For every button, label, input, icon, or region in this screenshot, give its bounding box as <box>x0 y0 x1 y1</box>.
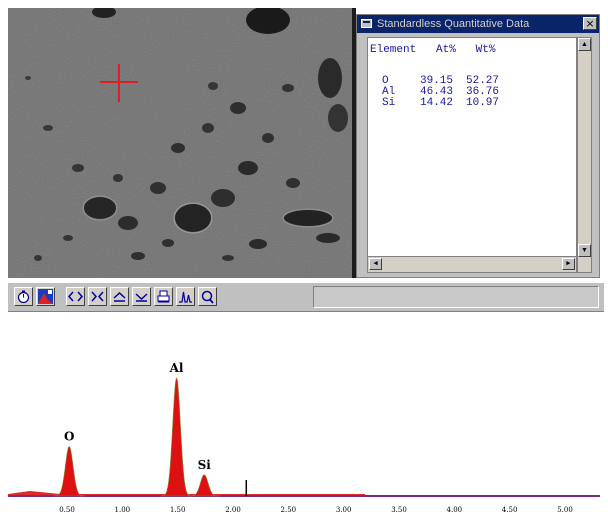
table-row: O 39.15 52.27 <box>382 76 499 87</box>
x-tick-label: 2.00 <box>225 506 241 514</box>
row-element: Al <box>382 86 396 98</box>
compress-horizontal-button[interactable] <box>88 287 107 306</box>
scroll-right-icon[interactable]: ▶ <box>562 258 575 270</box>
print-button[interactable] <box>154 287 173 306</box>
horizontal-scrollbar[interactable]: ◀ ▶ <box>368 256 576 272</box>
column-element: Element <box>370 44 417 56</box>
compress-vertical-icon <box>135 293 148 302</box>
peak-label-o: O <box>64 429 74 443</box>
peak-si <box>188 474 221 497</box>
row-wt: 36.76 <box>466 86 500 98</box>
window-menu-icon[interactable] <box>361 19 372 28</box>
scroll-up-icon[interactable]: ▲ <box>578 38 591 51</box>
zoom-button[interactable] <box>198 287 217 306</box>
peak-al <box>160 377 193 497</box>
expand-vertical-icon <box>113 291 126 302</box>
window-titlebar[interactable]: Standardless Quantitative Data × <box>357 15 599 33</box>
row-at: 14.42 <box>420 97 454 109</box>
x-tick-label: 2.50 <box>281 506 297 514</box>
table-row: Al 46.43 36.76 <box>382 87 499 98</box>
row-at: 46.43 <box>420 86 454 98</box>
quantitative-data-window[interactable]: Standardless Quantitative Data × Element… <box>356 14 600 278</box>
x-tick-label: 1.00 <box>115 506 131 514</box>
table-row: Si 14.42 10.97 <box>382 98 499 109</box>
print-icon <box>157 290 170 303</box>
spectrum-color-icon <box>38 289 53 304</box>
column-weight-percent: Wt% <box>475 44 496 56</box>
eds-spectrum-chart[interactable]: O Al Si 0.50 1.00 1.50 2.00 2.50 3.00 3.50 4.00 4.… <box>0 318 608 518</box>
vertical-scrollbar[interactable]: ▲ ▼ <box>577 37 592 273</box>
x-tick-label: 1.50 <box>170 506 186 514</box>
peak-label-button[interactable] <box>176 287 195 306</box>
peak-label-al: Al <box>169 361 184 375</box>
spectrum-plot: O Al Si 0.50 1.00 1.50 2.00 2.50 3.00 3.50 4.00 4.… <box>8 361 600 514</box>
expand-horizontal-icon <box>68 291 83 302</box>
row-wt: 52.27 <box>466 75 500 87</box>
cursor-crosshair[interactable] <box>100 64 138 102</box>
zoom-icon <box>201 290 214 304</box>
table-header: Element At% Wt% <box>370 44 495 56</box>
window-title: Standardless Quantitative Data <box>377 18 530 30</box>
sem-texture <box>8 8 352 278</box>
spectrum-background <box>8 491 365 496</box>
row-element: Si <box>382 97 396 109</box>
results-panel: Element At% Wt% O 39.15 52.27 Al 46.43 36.76… <box>367 37 577 273</box>
expand-vertical-button[interactable] <box>110 287 129 306</box>
timer-icon <box>17 290 30 304</box>
peak-label-icon <box>179 291 192 303</box>
x-tick-label: 3.50 <box>391 506 407 514</box>
status-field <box>313 286 599 308</box>
compress-horizontal-icon <box>91 291 104 302</box>
compress-vertical-button[interactable] <box>132 287 151 306</box>
expand-horizontal-button[interactable] <box>66 287 85 306</box>
column-atomic-percent: At% <box>436 44 456 56</box>
spectrum-toolbar <box>8 282 604 312</box>
x-tick-label: 0.50 <box>59 506 75 514</box>
scroll-left-icon[interactable]: ◀ <box>369 258 382 270</box>
image-divider <box>352 8 356 278</box>
row-at: 39.15 <box>420 75 454 87</box>
row-wt: 10.97 <box>466 97 500 109</box>
x-tick-label: 3.00 <box>336 506 352 514</box>
scroll-down-icon[interactable]: ▼ <box>578 244 591 257</box>
x-tick-label: 4.50 <box>502 506 518 514</box>
x-tick-label: 5.00 <box>557 506 573 514</box>
spectrum-color-button[interactable] <box>36 287 55 306</box>
row-element: O <box>382 75 389 87</box>
close-button[interactable]: × <box>583 17 597 30</box>
x-tick-label: 4.00 <box>447 506 463 514</box>
peak-o <box>53 446 86 497</box>
peak-label-si: Si <box>198 458 212 472</box>
sem-image[interactable] <box>8 8 352 278</box>
timer-button[interactable] <box>14 287 33 306</box>
